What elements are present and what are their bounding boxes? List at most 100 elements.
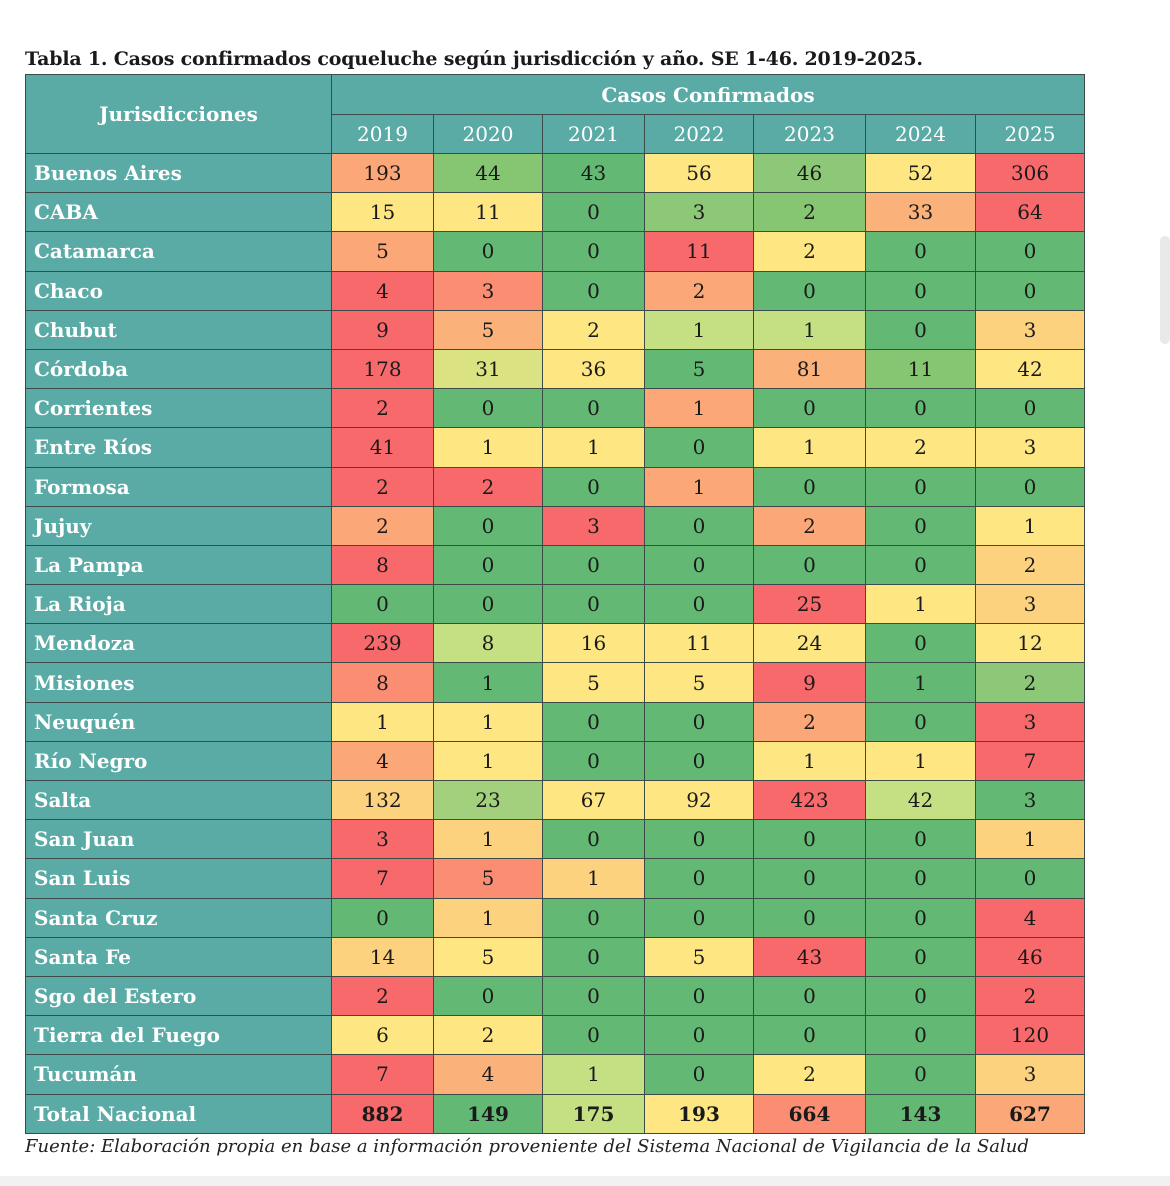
case-count-cell: 0 xyxy=(542,584,645,625)
jurisdictions-header: Jurisdicciones xyxy=(25,74,332,154)
case-count-cell: 52 xyxy=(865,152,976,194)
table-row: Catamarca 5 0 0 11 2 0 0 xyxy=(25,231,1086,272)
case-count-cell: 1 xyxy=(433,819,543,860)
cases-table: Jurisdicciones Casos Confirmados 2019 202… xyxy=(25,74,1086,1134)
bottom-bar xyxy=(0,1176,1170,1186)
jurisdiction-name: Formosa xyxy=(25,466,332,507)
case-count-cell: 3 xyxy=(974,309,1086,350)
case-count-cell: 0 xyxy=(542,544,645,586)
case-count-cell: 11 xyxy=(644,231,754,272)
case-count-cell: 41 xyxy=(331,427,434,468)
table-row: La Rioja 0 0 0 0 25 1 3 xyxy=(25,584,1086,625)
case-count-cell: 1 xyxy=(433,740,543,782)
case-count-cell: 664 xyxy=(753,1093,866,1134)
case-count-cell: 1 xyxy=(331,701,434,742)
case-count-cell: 0 xyxy=(865,388,976,429)
case-count-cell: 0 xyxy=(542,231,645,272)
case-count-cell: 4 xyxy=(331,740,434,782)
case-count-cell: 2 xyxy=(331,466,434,507)
case-count-cell: 0 xyxy=(542,740,645,782)
jurisdiction-name: Jujuy xyxy=(25,505,332,546)
year-header-row: 2019 2020 2021 2022 2023 2024 2025 xyxy=(26,114,1086,154)
case-count-cell: 7 xyxy=(331,1054,434,1095)
case-count-cell: 5 xyxy=(644,662,754,703)
jurisdiction-name: Mendoza xyxy=(25,623,332,664)
vertical-scrollbar[interactable] xyxy=(1160,236,1170,344)
case-count-cell: 0 xyxy=(542,270,645,311)
case-count-cell: 0 xyxy=(753,388,866,429)
case-count-cell: 3 xyxy=(974,584,1086,625)
case-count-cell: 193 xyxy=(644,1093,754,1134)
case-count-cell: 0 xyxy=(644,427,754,468)
table-row: Buenos Aires 193 44 43 56 46 52 306 xyxy=(25,152,1086,194)
case-count-cell: 14 xyxy=(331,936,434,977)
case-count-cell: 2 xyxy=(753,192,866,233)
confirmed-cases-header: Casos Confirmados xyxy=(330,74,1086,115)
case-count-cell: 0 xyxy=(644,819,754,860)
case-count-cell: 0 xyxy=(542,1015,645,1056)
case-count-cell: 178 xyxy=(331,348,434,390)
case-count-cell: 0 xyxy=(542,192,645,233)
case-count-cell: 6 xyxy=(331,1015,434,1056)
case-count-cell: 0 xyxy=(644,858,754,899)
case-count-cell: 46 xyxy=(974,936,1086,977)
case-count-cell: 5 xyxy=(331,231,434,272)
case-count-cell: 306 xyxy=(974,152,1086,194)
case-count-cell: 0 xyxy=(433,544,543,586)
year-header-2021: 2021 xyxy=(542,114,645,154)
case-count-cell: 46 xyxy=(753,152,866,194)
case-count-cell: 1 xyxy=(542,858,645,899)
case-count-cell: 1 xyxy=(865,662,976,703)
case-count-cell: 2 xyxy=(433,1015,543,1056)
jurisdiction-name: Santa Cruz xyxy=(25,897,332,938)
case-count-cell: 0 xyxy=(644,975,754,1017)
case-count-cell: 0 xyxy=(865,505,976,546)
case-count-cell: 3 xyxy=(644,192,754,233)
jurisdiction-name: San Luis xyxy=(25,858,332,899)
case-count-cell: 0 xyxy=(433,505,543,546)
case-count-cell: 0 xyxy=(331,584,434,625)
case-count-cell: 1 xyxy=(542,1054,645,1095)
jurisdiction-name: Tierra del Fuego xyxy=(25,1015,332,1056)
case-count-cell: 0 xyxy=(542,388,645,429)
case-count-cell: 5 xyxy=(433,858,543,899)
case-count-cell: 0 xyxy=(753,897,866,938)
case-count-cell: 11 xyxy=(644,623,754,664)
case-count-cell: 0 xyxy=(865,309,976,350)
table-row: Misiones 8 1 5 5 9 1 2 xyxy=(25,662,1086,703)
table-row: San Juan 3 1 0 0 0 0 1 xyxy=(25,819,1086,860)
table-row: Córdoba 178 31 36 5 81 11 42 xyxy=(25,348,1086,390)
total-row: Total Nacional 882 149 175 193 664 143 627 xyxy=(25,1093,1086,1134)
case-count-cell: 3 xyxy=(974,1054,1086,1095)
case-count-cell: 0 xyxy=(753,819,866,860)
case-count-cell: 0 xyxy=(865,975,976,1017)
case-count-cell: 43 xyxy=(542,152,645,194)
case-count-cell: 15 xyxy=(331,192,434,233)
case-count-cell: 0 xyxy=(433,584,543,625)
case-count-cell: 11 xyxy=(433,192,543,233)
jurisdiction-name: Córdoba xyxy=(25,348,332,390)
case-count-cell: 0 xyxy=(974,858,1086,899)
case-count-cell: 67 xyxy=(542,779,645,821)
case-count-cell: 2 xyxy=(542,309,645,350)
case-count-cell: 0 xyxy=(542,936,645,977)
case-count-cell: 1 xyxy=(865,584,976,625)
case-count-cell: 0 xyxy=(865,231,976,272)
case-count-cell: 0 xyxy=(433,388,543,429)
case-count-cell: 3 xyxy=(974,427,1086,468)
case-count-cell: 56 xyxy=(644,152,754,194)
jurisdiction-name: La Pampa xyxy=(25,544,332,586)
case-count-cell: 1 xyxy=(433,662,543,703)
case-count-cell: 3 xyxy=(433,270,543,311)
jurisdiction-name: Chubut xyxy=(25,309,332,350)
case-count-cell: 0 xyxy=(753,466,866,507)
case-count-cell: 0 xyxy=(865,936,976,977)
case-count-cell: 3 xyxy=(974,701,1086,742)
table-row: Mendoza 239 8 16 11 24 0 12 xyxy=(25,623,1086,664)
case-count-cell: 9 xyxy=(753,662,866,703)
jurisdiction-name: Entre Ríos xyxy=(25,427,332,468)
total-label: Total Nacional xyxy=(25,1093,332,1134)
jurisdiction-name: Tucumán xyxy=(25,1054,332,1095)
case-count-cell: 0 xyxy=(865,1054,976,1095)
year-header-2024: 2024 xyxy=(865,114,976,154)
